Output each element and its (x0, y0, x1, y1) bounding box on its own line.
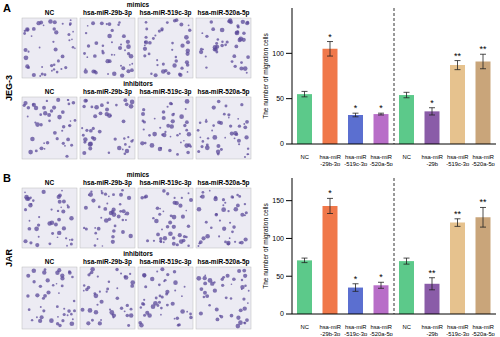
svg-text:hsa-miR-519c-3p: hsa-miR-519c-3p (139, 179, 191, 187)
svg-text:hsa-miR-29b-3p: hsa-miR-29b-3p (83, 258, 132, 266)
svg-text:hsa-miR-29b-3p: hsa-miR-29b-3p (83, 179, 132, 187)
svg-text:hsa-miR-519c-3p: hsa-miR-519c-3p (446, 324, 469, 336)
svg-text:*: * (430, 98, 434, 108)
svg-text:JEG-3: JEG-3 (8, 75, 14, 101)
svg-text:50: 50 (276, 273, 284, 280)
svg-text:hsa-miR-520a-5p: hsa-miR-520a-5p (370, 154, 393, 166)
svg-text:hsa-miR-519c-3p: hsa-miR-519c-3p (139, 88, 191, 96)
svg-text:**: ** (479, 44, 487, 54)
svg-text:**: ** (428, 268, 436, 278)
svg-text:hsa-miR-519c-3p: hsa-miR-519c-3p (139, 9, 191, 17)
svg-text:hsa-miR-29b: hsa-miR-29b (421, 154, 443, 166)
svg-text:B: B (8, 172, 11, 184)
svg-text:NC: NC (45, 88, 55, 95)
svg-text:*: * (379, 103, 383, 113)
svg-text:*: * (354, 103, 358, 113)
svg-text:hsa-miR-29b-3p: hsa-miR-29b-3p (83, 88, 132, 96)
svg-text:hsa-miR-29b-3p: hsa-miR-29b-3p (319, 154, 341, 166)
svg-text:**: ** (479, 197, 487, 207)
svg-text:hsa-miR-520a-5p: hsa-miR-520a-5p (472, 324, 492, 336)
svg-text:hsa-miR-520a-5p: hsa-miR-520a-5p (370, 324, 393, 336)
svg-text:150: 150 (272, 197, 284, 204)
svg-text:NC: NC (403, 324, 411, 330)
svg-text:NC: NC (403, 154, 411, 160)
svg-text:*: * (354, 274, 358, 284)
svg-text:A: A (8, 2, 11, 14)
svg-text:hsa-miR-29b-3p: hsa-miR-29b-3p (83, 9, 132, 17)
svg-text:hsa-miR-29b-3p: hsa-miR-29b-3p (319, 324, 341, 336)
svg-text:100: 100 (272, 50, 284, 57)
svg-text:*: * (328, 32, 332, 42)
svg-text:NC: NC (301, 324, 309, 330)
svg-text:0: 0 (280, 140, 284, 147)
svg-text:hsa-miR-520a-5p: hsa-miR-520a-5p (197, 9, 249, 17)
svg-text:NC: NC (301, 154, 309, 160)
svg-text:The number of migration cells: The number of migration cells (262, 32, 270, 118)
svg-text:100: 100 (272, 235, 284, 242)
svg-text:*: * (328, 188, 332, 198)
svg-text:0: 0 (280, 310, 284, 317)
svg-text:NC: NC (45, 179, 55, 186)
svg-text:hsa-miR-519c-3p: hsa-miR-519c-3p (344, 324, 367, 336)
svg-text:NC: NC (45, 9, 55, 16)
svg-text:JAR: JAR (8, 249, 14, 268)
svg-text:hsa-miR-519c-3p: hsa-miR-519c-3p (139, 258, 191, 266)
svg-text:The number of migration cells: The number of migration cells (262, 202, 270, 288)
svg-text:mimics: mimics (127, 171, 150, 178)
svg-text:hsa-miR-520a-5p: hsa-miR-520a-5p (197, 179, 249, 187)
svg-text:inhibitors: inhibitors (123, 80, 153, 87)
svg-text:NC: NC (45, 258, 55, 265)
svg-text:*: * (379, 272, 383, 282)
svg-text:hsa-miR-519c-3p: hsa-miR-519c-3p (344, 154, 367, 166)
svg-text:hsa-miR-29b: hsa-miR-29b (421, 324, 443, 336)
svg-text:hsa-miR-520a-5p: hsa-miR-520a-5p (197, 258, 249, 266)
svg-text:50: 50 (276, 95, 284, 102)
svg-text:**: ** (454, 51, 462, 61)
svg-text:**: ** (454, 209, 462, 219)
svg-text:hsa-miR-520a-5p: hsa-miR-520a-5p (197, 88, 249, 96)
svg-text:mimics: mimics (127, 1, 150, 8)
svg-text:hsa-miR-519c-3p: hsa-miR-519c-3p (446, 154, 469, 166)
svg-text:inhibitors: inhibitors (123, 250, 153, 257)
svg-text:hsa-miR-520a-5p: hsa-miR-520a-5p (472, 154, 492, 166)
